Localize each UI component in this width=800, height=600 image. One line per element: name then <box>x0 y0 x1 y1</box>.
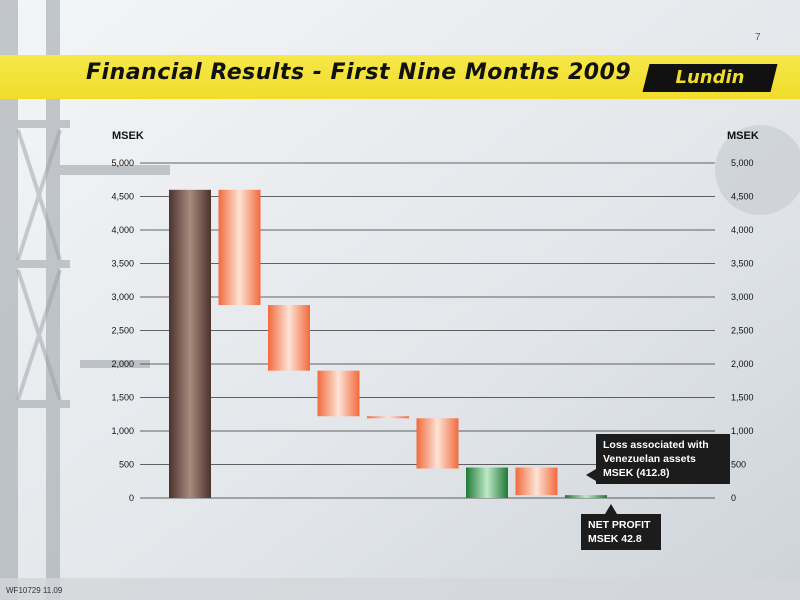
waterfall-bar <box>317 370 360 417</box>
waterfall-bar <box>466 467 508 498</box>
y-tick-label-left: 4,000 <box>111 225 134 235</box>
waterfall-bar <box>169 189 211 499</box>
annotation-line: MSEK (412.8) <box>603 467 670 479</box>
y-tick-label-left: 1,500 <box>111 393 134 403</box>
y-tick-label-right: 5,000 <box>731 158 754 168</box>
annotation-net-profit: NET PROFIT MSEK 42.8 <box>581 504 661 550</box>
annotation-line: NET PROFIT <box>588 519 651 531</box>
waterfall-bar <box>565 495 607 498</box>
waterfall-bar <box>268 305 310 371</box>
y-tick-label-right: 0 <box>731 493 736 503</box>
y-tick-label-left: 0 <box>129 493 134 503</box>
y-tick-label-left: 2,000 <box>111 359 134 369</box>
y-tick-label-right: 1,000 <box>731 426 754 436</box>
waterfall-bar <box>416 418 459 469</box>
waterfall-bar <box>218 189 261 306</box>
footer-code: WF10729 11.09 <box>6 586 63 595</box>
y-tick-label-left: 4,500 <box>111 192 134 202</box>
page-title: Financial Results - First Nine Months 20… <box>86 60 632 85</box>
y-tick-label-right: 1,500 <box>731 393 754 403</box>
y-tick-label-left: 3,500 <box>111 259 134 269</box>
y-tick-label-left: 2,500 <box>111 326 134 336</box>
y-tick-label-right: 3,000 <box>731 292 754 302</box>
annotation-line: Loss associated with <box>603 439 709 451</box>
y-tick-label-left: 5,000 <box>111 158 134 168</box>
annotation-line: MSEK 42.8 <box>588 533 642 545</box>
waterfall-bar <box>367 416 409 419</box>
annotation-venezuela-loss: Loss associated with Venezuelan assets M… <box>586 434 730 484</box>
y-axis-label-left: MSEK <box>112 130 144 142</box>
y-axis-label-right: MSEK <box>727 130 759 142</box>
waterfall-bar <box>515 467 558 496</box>
annotation-line: Venezuelan assets <box>603 453 696 465</box>
y-tick-label-right: 2,000 <box>731 359 754 369</box>
y-tick-label-left: 1,000 <box>111 426 134 436</box>
y-tick-label-right: 4,500 <box>731 192 754 202</box>
y-tick-label-right: 500 <box>731 460 746 470</box>
y-tick-label-left: 3,000 <box>111 292 134 302</box>
page-number: 7 <box>755 32 761 43</box>
y-tick-label-right: 2,500 <box>731 326 754 336</box>
y-tick-label-right: 4,000 <box>731 225 754 235</box>
y-tick-label-left: 500 <box>119 460 134 470</box>
y-tick-label-right: 3,500 <box>731 259 754 269</box>
